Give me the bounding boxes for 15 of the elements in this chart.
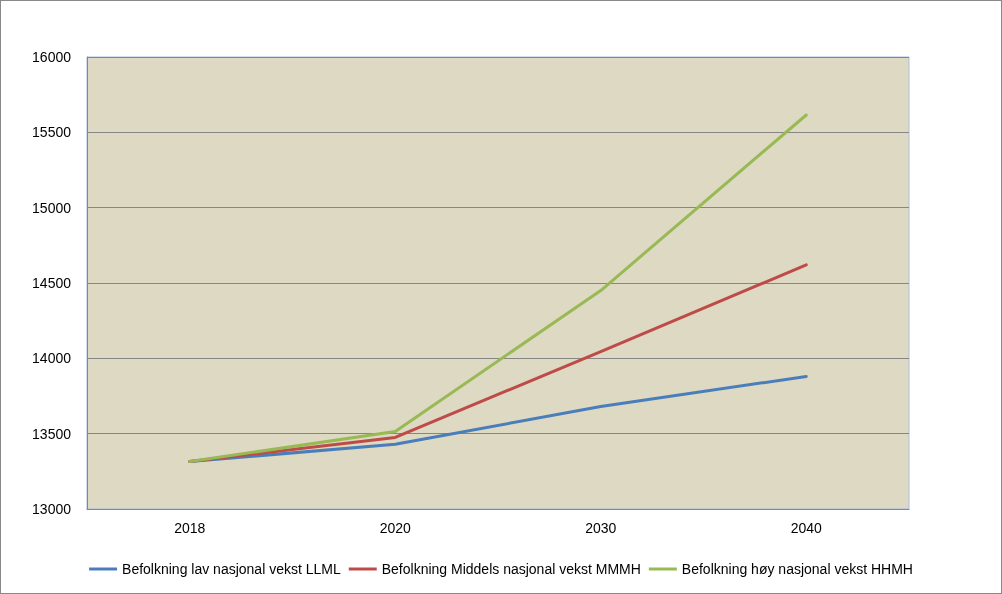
y-tick-label: 14000 (32, 350, 72, 367)
y-tick-label: 15000 (32, 199, 72, 216)
x-tick-label: 2018 (174, 520, 206, 536)
line-series (188, 113, 808, 464)
legend-label: Befolkning lav nasjonal vekst LLML (122, 561, 341, 577)
y-tick-label: 15500 (32, 124, 72, 141)
y-tick-label: 16000 (32, 49, 72, 65)
legend-label: Befolkning høy nasjonal vekst HHMH (681, 561, 913, 577)
x-tick-label: 2030 (585, 520, 617, 536)
x-tick-label: 2040 (790, 520, 823, 536)
x-tick-label: 2020 (379, 520, 412, 536)
y-tick-label: 13500 (32, 425, 72, 442)
y-tick-label: 14500 (32, 275, 72, 291)
legend-label: Befolkning Middels nasjonal vekst MMMH (381, 561, 641, 577)
y-tick-label: 13000 (32, 501, 72, 517)
